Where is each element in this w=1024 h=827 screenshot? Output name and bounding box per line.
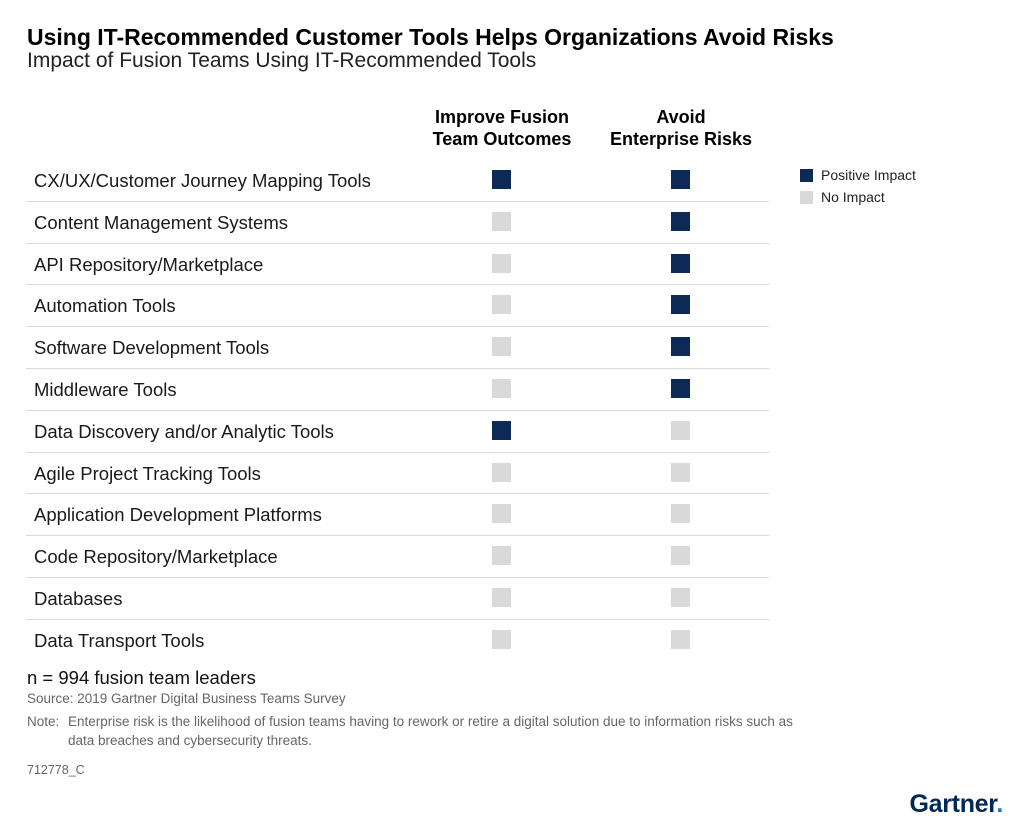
table-row: Data Discovery and/or Analytic Tools [26, 411, 769, 453]
impact-positive-marker [492, 420, 511, 440]
table-row: CX/UX/Customer Journey Mapping Tools [26, 160, 769, 202]
impact-none-marker [492, 295, 511, 315]
row-label: Data Transport Tools [34, 629, 205, 651]
row-label: CX/UX/Customer Journey Mapping Tools [34, 170, 371, 191]
note-text: Enterprise risk is the likelihood of fus… [68, 714, 793, 748]
impact-positive-marker [671, 253, 690, 273]
table-row: Middleware Tools [26, 369, 769, 411]
row-label: Databases [34, 587, 123, 609]
row-label: Data Discovery and/or Analytic Tools [34, 420, 334, 442]
impact-positive-marker [671, 211, 690, 231]
gartner-logo: Gartner. [910, 790, 1004, 819]
table-row: Code Repository/Marketplace [26, 536, 769, 578]
table-row: Application Development Platforms [26, 494, 769, 537]
column-header-avoid-risks: Avoid Enterprise Risks [581, 106, 781, 150]
legend-swatch-none [800, 190, 813, 204]
row-label: API Repository/Marketplace [34, 253, 264, 275]
table-row: Automation Tools [26, 285, 769, 328]
legend-swatch-positive [800, 168, 813, 182]
table-row: Software Development Tools [26, 327, 769, 369]
row-label: Software Development Tools [34, 337, 270, 359]
impact-none-marker [492, 546, 511, 566]
legend-item-positive: Positive Impact [800, 164, 916, 186]
row-label: Application Development Platforms [34, 504, 322, 526]
logo-dot: . [996, 790, 1003, 818]
impact-positive-marker [671, 337, 690, 357]
legend-item-none: No Impact [800, 186, 916, 208]
impact-none-marker [492, 337, 511, 357]
impact-none-marker [492, 253, 511, 273]
row-label: Automation Tools [34, 295, 176, 317]
impact-none-marker [492, 378, 511, 398]
legend-label: Positive Impact [821, 167, 916, 183]
chart-subtitle: Impact of Fusion Teams Using IT-Recommen… [27, 49, 537, 72]
column-header-line: Enterprise Risks [609, 129, 753, 149]
impact-positive-marker [671, 295, 690, 315]
column-header-line: Avoid [656, 107, 706, 127]
impact-none-marker [671, 629, 690, 649]
impact-table: CX/UX/Customer Journey Mapping Tools Cont… [26, 160, 769, 662]
impact-none-marker [671, 504, 690, 524]
column-header-line: Improve Fusion [434, 107, 569, 127]
impact-none-marker [671, 587, 690, 607]
impact-none-marker [671, 420, 690, 440]
impact-positive-marker [492, 170, 511, 189]
column-header-line: Team Outcomes [432, 129, 572, 149]
impact-positive-marker [671, 170, 690, 189]
chart-title: Using IT-Recommended Customer Tools Help… [27, 24, 834, 50]
source-note: Source: 2019 Gartner Digital Business Te… [27, 691, 346, 706]
impact-positive-marker [671, 378, 690, 398]
impact-none-marker [492, 587, 511, 607]
figure-code: 712778_C [27, 763, 85, 777]
impact-none-marker [671, 462, 690, 482]
row-label: Middleware Tools [34, 378, 177, 400]
impact-none-marker [492, 629, 511, 649]
sample-size: n = 994 fusion team leaders [27, 667, 256, 688]
note-label: Note: [27, 714, 60, 729]
impact-none-marker [492, 504, 511, 524]
footnote: Note: Enterprise risk is the likelihood … [27, 712, 817, 750]
impact-none-marker [492, 462, 511, 482]
impact-none-marker [492, 211, 511, 231]
legend-label: No Impact [821, 189, 885, 205]
row-label: Agile Project Tracking Tools [34, 462, 261, 484]
logo-text: Gartner [909, 790, 997, 818]
table-row: Content Management Systems [26, 202, 769, 244]
legend: Positive Impact No Impact [800, 164, 916, 208]
table-row: Data Transport Tools [26, 620, 769, 662]
row-label: Code Repository/Marketplace [34, 546, 278, 568]
table-row: Agile Project Tracking Tools [26, 453, 769, 495]
column-header-improve-outcomes: Improve Fusion Team Outcomes [402, 106, 602, 150]
row-label: Content Management Systems [34, 211, 288, 233]
table-row: API Repository/Marketplace [26, 244, 769, 286]
impact-none-marker [671, 546, 690, 566]
table-row: Databases [26, 578, 769, 620]
